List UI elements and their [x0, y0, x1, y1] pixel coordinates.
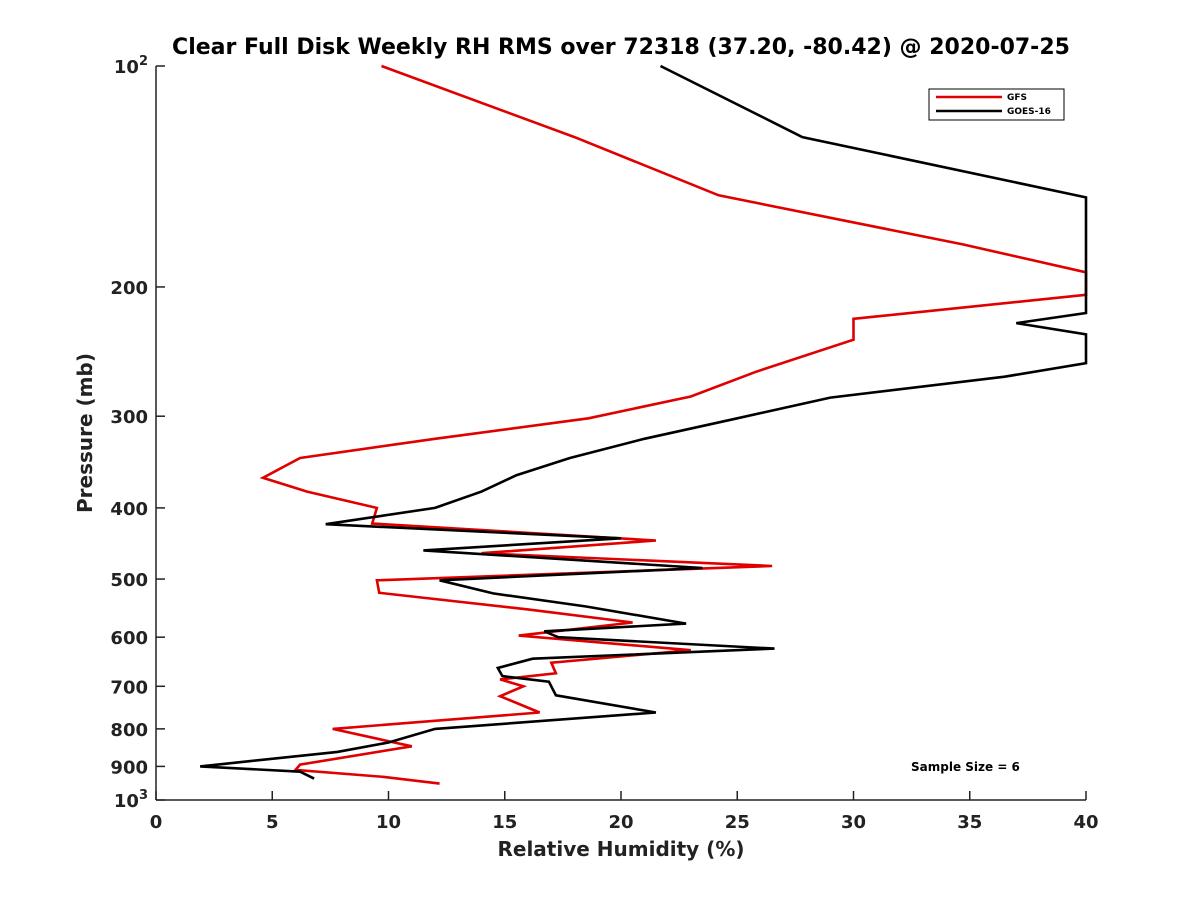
x-tick-label-25: 25 [725, 812, 750, 833]
y-tick-label-1000: 103 [114, 788, 148, 812]
legend-label-gfs: GFS [1007, 93, 1027, 103]
y-tick-label-500: 500 [110, 570, 148, 591]
x-tick-label-20: 20 [608, 812, 633, 833]
series-layer [200, 64, 1088, 785]
y-tick-label-900: 900 [110, 757, 148, 778]
x-tick-label-0: 0 [150, 812, 163, 833]
y-tick-label-700: 700 [110, 677, 148, 698]
chart-title: Clear Full Disk Weekly RH RMS over 72318… [172, 35, 1070, 60]
x-tick-label-30: 30 [841, 812, 866, 833]
x-axis-label: Relative Humidity (%) [497, 837, 744, 861]
x-tick-label-35: 35 [957, 812, 982, 833]
legend-label-goes16: GOES-16 [1007, 107, 1051, 117]
plot-area: 0 5 10 15 20 25 30 35 40 102 200 300 400 500 600 700 80… [110, 54, 1098, 833]
x-tick-label-15: 15 [492, 812, 517, 833]
x-ticks: 0 5 10 15 20 25 30 35 40 [150, 791, 1099, 833]
series-line-goes16 [200, 64, 1088, 780]
series-line-gfs [259, 64, 1088, 785]
y-axis-label: Pressure (mb) [73, 353, 97, 513]
legend-box [928, 88, 1065, 121]
y-ticks: 102 200 300 400 500 600 700 800 900 103 [110, 54, 165, 812]
legend: GFS GOES-16 [928, 88, 1065, 121]
y-tick-label-600: 600 [110, 628, 148, 649]
y-tick-label-200: 200 [110, 278, 148, 299]
y-tick-label-400: 400 [110, 499, 148, 520]
y-tick-label-300: 300 [110, 407, 148, 428]
y-tick-label-800: 800 [110, 720, 148, 741]
y-tick-label-100: 102 [114, 54, 148, 78]
x-tick-label-40: 40 [1073, 812, 1098, 833]
x-tick-label-10: 10 [376, 812, 401, 833]
x-tick-label-5: 5 [266, 812, 279, 833]
sample-size-note: Sample Size = 6 [911, 760, 1020, 774]
